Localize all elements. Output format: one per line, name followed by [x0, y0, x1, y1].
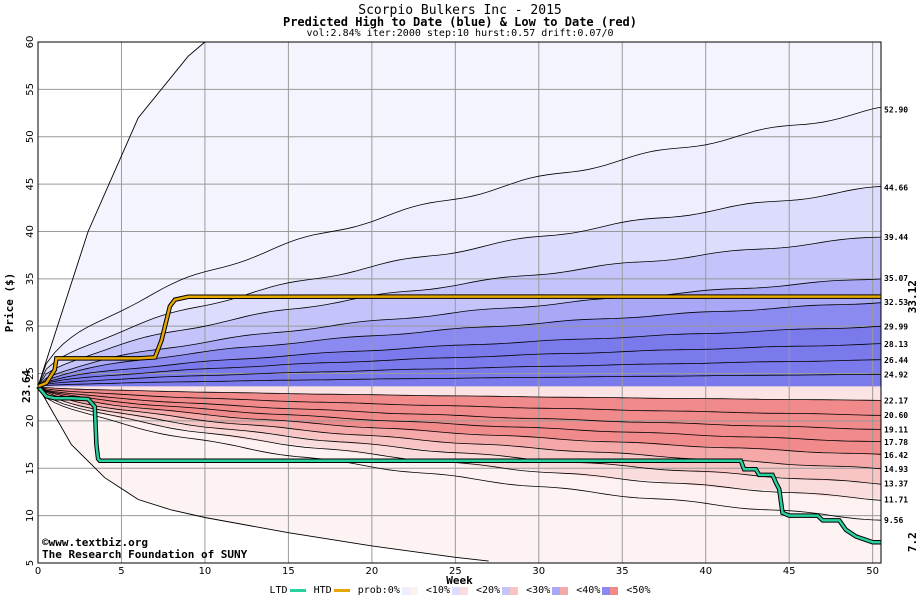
- level-label: 24.92: [884, 370, 908, 379]
- x-tick-label: 0: [35, 566, 41, 577]
- level-line-35.07: [37, 278, 882, 387]
- level-line-52.90: [37, 106, 882, 387]
- y-tick-label: 15: [25, 462, 36, 475]
- htd-series-line: [37, 295, 881, 388]
- legend-p40-label: <40%: [576, 585, 601, 596]
- level-line-13.37: [37, 386, 882, 485]
- x-tick-label: 35: [616, 566, 629, 577]
- y-tick-label: 55: [25, 83, 36, 96]
- htd-end-label: 33.12: [906, 280, 919, 313]
- chart-subtitle: Predicted High to Date (blue) & Low to D…: [282, 15, 637, 29]
- legend-ltd-label: LTD: [269, 585, 288, 596]
- legend-htd-label: HTD: [313, 585, 332, 596]
- legend-p50-label: <50%: [626, 585, 651, 596]
- level-line-17.78: [37, 386, 882, 442]
- legend-swatch-20: [502, 586, 519, 595]
- plot-frame: [37, 41, 882, 564]
- x-tick-label: 40: [699, 566, 712, 577]
- legend-ltd-swatch: [289, 589, 306, 592]
- x-tick-label: 30: [532, 566, 545, 577]
- level-label: 52.90: [884, 105, 908, 114]
- level-label: 14.93: [884, 465, 908, 474]
- outer-low-line: [37, 386, 489, 562]
- high-core-band: [38, 326, 881, 387]
- credit-site: ©www.textbiz.org: [42, 536, 148, 549]
- level-label: 13.37: [884, 480, 908, 489]
- level-label: 28.13: [884, 340, 908, 349]
- x-tick-label: 5: [118, 566, 124, 577]
- level-line-28.13: [37, 343, 882, 387]
- legend-htd-swatch: [333, 589, 350, 592]
- level-line-24.92: [37, 373, 881, 387]
- y-tick-label: 40: [25, 225, 36, 238]
- level-label: 29.99: [884, 322, 908, 331]
- y-tick-label: 45: [25, 178, 36, 191]
- level-label: 17.78: [884, 438, 908, 447]
- low-core-band: [38, 386, 881, 401]
- level-line-26.44: [37, 359, 882, 387]
- x-tick-label: 45: [783, 566, 796, 577]
- x-tick-label: 10: [199, 566, 212, 577]
- level-label: 22.17: [884, 396, 908, 405]
- level-label: 19.11: [884, 425, 908, 434]
- level-label: 35.07: [884, 274, 908, 283]
- level-label: 39.44: [884, 233, 908, 242]
- y-tick-label: 50: [25, 130, 36, 143]
- y-axis-label: Price ($): [3, 273, 16, 333]
- legend-swatch-30: [552, 586, 569, 595]
- legend-swatch-10: [451, 586, 468, 595]
- legend-p20-label: <20%: [476, 585, 501, 596]
- level-line-19.11: [37, 386, 882, 430]
- y-tick-label: 35: [25, 272, 36, 285]
- level-label: 16.42: [884, 451, 908, 460]
- level-label: 9.56: [884, 516, 903, 525]
- legend-p10-label: <10%: [425, 585, 450, 596]
- y-tick-label: 10: [25, 509, 36, 522]
- x-tick-label: 15: [282, 566, 295, 577]
- y-tick-label: 30: [25, 320, 36, 333]
- outer-high-line: [37, 41, 206, 387]
- legend-swatch-40: [602, 586, 619, 595]
- level-label: 11.71: [884, 495, 908, 504]
- credit-org: The Research Foundation of SUNY: [42, 548, 248, 561]
- y-tick-label: 60: [25, 36, 36, 49]
- level-line-20.60: [37, 386, 882, 416]
- y-tick-label: 20: [25, 415, 36, 428]
- level-line-22.17: [37, 386, 882, 401]
- ltd-series-line: [37, 385, 881, 544]
- chart-title: Scorpio Bulkers Inc - 2015: [358, 3, 562, 18]
- start-price-label: 23.64: [20, 370, 33, 403]
- chart-params: vol:2.84% iter:2000 step:10 hurst:0.57 d…: [306, 28, 614, 39]
- y-tick-label: 25: [25, 367, 36, 380]
- level-label: 20.60: [884, 411, 908, 420]
- legend-p30-label: <30%: [526, 585, 551, 596]
- level-line-16.42: [37, 386, 882, 455]
- level-label: 26.44: [884, 356, 908, 365]
- level-line-44.66: [37, 185, 882, 387]
- legend-prob-label: prob:0%: [357, 585, 400, 596]
- level-line-39.44: [37, 236, 882, 387]
- ltd-end-label: 7.2: [906, 532, 919, 552]
- level-line-29.99: [37, 325, 882, 387]
- y-tick-label: 5: [25, 560, 36, 566]
- x-tick-label: 25: [449, 566, 462, 577]
- legend-swatch-0: [401, 586, 418, 595]
- x-tick-label: 50: [866, 566, 879, 577]
- level-label: 32.53: [884, 298, 908, 307]
- level-line-9.56: [37, 386, 882, 521]
- x-axis-label: Week: [446, 574, 473, 587]
- level-label: 44.66: [884, 183, 908, 192]
- level-line-32.53: [37, 302, 882, 387]
- x-tick-label: 20: [365, 566, 378, 577]
- legend: LTD HTD prob:0% <10% <20% <30% <40% <50%: [0, 585, 920, 597]
